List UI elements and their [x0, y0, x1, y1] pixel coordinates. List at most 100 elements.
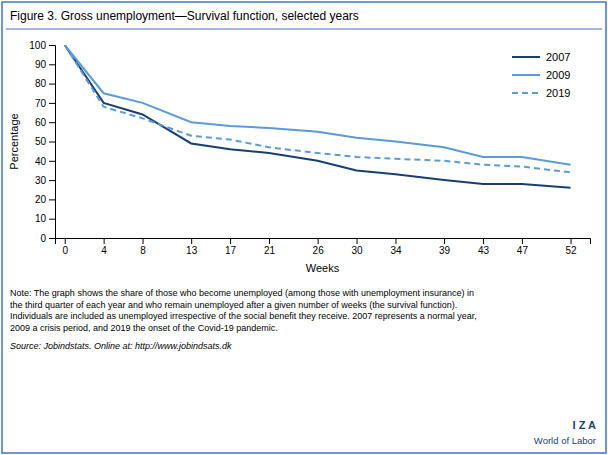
x-tick: 4 — [101, 238, 107, 256]
x-axis-line — [56, 239, 591, 245]
x-tick-label: 47 — [517, 245, 529, 256]
x-tick: 43 — [478, 238, 490, 256]
y-tick-label: 90 — [35, 59, 47, 70]
legend-swatch — [512, 56, 540, 58]
x-tick-label: 30 — [351, 245, 363, 256]
x-tick-label: 43 — [478, 245, 490, 256]
legend-item: 2019 — [512, 87, 570, 99]
x-tick: 34 — [390, 238, 402, 256]
legend-label: 2019 — [546, 87, 570, 99]
y-tick-label: 70 — [35, 98, 47, 109]
y-tick-mark — [49, 142, 55, 143]
x-tick-mark — [143, 238, 144, 244]
x-tick-mark — [191, 238, 192, 244]
y-tick: 80 — [35, 78, 55, 89]
x-tick-mark — [318, 238, 319, 244]
legend-swatch — [512, 92, 540, 94]
note: Note: The graph shows the share of those… — [10, 288, 477, 333]
x-tick-label: 0 — [62, 245, 68, 256]
x-tick: 26 — [313, 238, 325, 256]
x-tick: 30 — [351, 238, 363, 256]
y-axis-line — [49, 46, 56, 239]
legend: 2007 2009 2019 — [512, 51, 570, 99]
x-tick-mark — [483, 238, 484, 244]
y-tick-mark — [49, 161, 55, 162]
plot-lines — [65, 45, 571, 188]
y-tick-mark — [49, 219, 55, 220]
y-tick: 40 — [35, 156, 55, 167]
legend-swatch — [512, 74, 540, 76]
y-tick-mark — [49, 238, 55, 239]
x-tick-mark — [357, 238, 358, 244]
x-axis-title: Weeks — [306, 262, 340, 274]
y-tick-mark — [49, 122, 55, 123]
x-tick: 39 — [439, 238, 451, 256]
series-line — [65, 45, 571, 172]
y-tick-mark — [49, 199, 55, 200]
y-tick-label: 100 — [29, 40, 46, 51]
x-axis: 0 4 8 13 17 21 26 30 34 39 43 47 52 — [56, 238, 591, 256]
y-axis-title: Percentage — [8, 113, 20, 169]
frame-border — [2, 2, 606, 453]
y-tick-mark — [49, 180, 55, 181]
x-tick-mark — [269, 238, 270, 244]
y-tick-label: 60 — [35, 117, 47, 128]
x-tick: 8 — [140, 238, 146, 256]
x-tick-label: 26 — [313, 245, 325, 256]
x-tick-mark — [65, 238, 66, 244]
legend-item: 2007 — [512, 51, 570, 63]
title: Figure 3. Gross unemployment—Survival fu… — [10, 9, 359, 23]
y-tick-label: 50 — [35, 136, 47, 147]
brand-subtitle: World of Labor — [534, 435, 596, 446]
y-tick-label: 30 — [35, 175, 47, 186]
x-tick: 0 — [62, 238, 68, 256]
brand: I Z A — [573, 419, 596, 431]
series-line — [65, 45, 571, 188]
y-tick: 50 — [35, 136, 55, 147]
x-tick: 47 — [517, 238, 529, 256]
legend-item: 2009 — [512, 69, 570, 81]
y-tick-mark — [49, 64, 55, 65]
x-tick-label: 13 — [186, 245, 198, 256]
y-tick-mark — [49, 45, 55, 46]
y-tick: 90 — [35, 59, 55, 70]
y-tick: 10 — [35, 213, 55, 224]
x-tick-mark — [522, 238, 523, 244]
y-tick: 20 — [35, 194, 55, 205]
y-tick: 0 — [40, 233, 55, 244]
x-tick-mark — [230, 238, 231, 244]
chart: Figure 3. Gross unemployment—Survival fu… — [0, 0, 608, 455]
title-rule — [6, 28, 602, 29]
y-tick-label: 20 — [35, 194, 47, 205]
x-tick-mark — [104, 238, 105, 244]
y-tick-mark — [49, 84, 55, 85]
x-tick: 21 — [264, 238, 276, 256]
x-tick-mark — [571, 238, 572, 244]
source: Source: Jobindstats. Online at: http://w… — [10, 341, 232, 351]
series-line — [65, 45, 571, 165]
x-tick-mark — [395, 238, 396, 244]
legend-label: 2007 — [546, 51, 570, 63]
y-tick-label: 0 — [40, 233, 46, 244]
y-tick: 100 — [29, 40, 55, 51]
x-tick: 13 — [186, 238, 198, 256]
x-tick-mark — [444, 238, 445, 244]
x-tick: 52 — [565, 238, 577, 256]
x-tick-label: 39 — [439, 245, 451, 256]
y-tick-label: 10 — [35, 213, 47, 224]
y-tick: 60 — [35, 117, 55, 128]
x-tick-label: 52 — [565, 245, 577, 256]
x-tick-label: 4 — [101, 245, 107, 256]
x-tick: 17 — [225, 238, 237, 256]
y-tick: 70 — [35, 98, 55, 109]
legend-label: 2009 — [546, 69, 570, 81]
y-axis: 0 10 20 30 40 50 60 70 80 90 100 — [29, 40, 55, 244]
x-tick-label: 17 — [225, 245, 237, 256]
y-tick: 30 — [35, 175, 55, 186]
x-tick-label: 8 — [140, 245, 146, 256]
x-tick-label: 34 — [390, 245, 402, 256]
y-tick-label: 80 — [35, 78, 47, 89]
y-tick-mark — [49, 103, 55, 104]
x-tick-label: 21 — [264, 245, 276, 256]
y-tick-label: 40 — [35, 156, 47, 167]
